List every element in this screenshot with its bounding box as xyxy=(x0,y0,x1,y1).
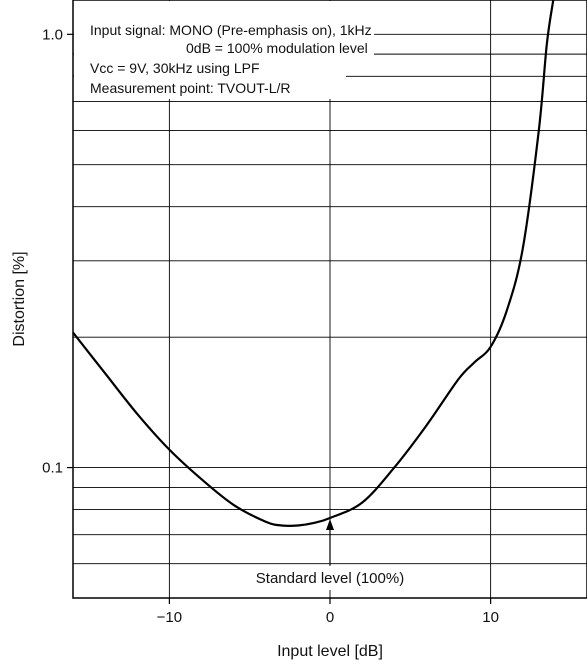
note-line-1: Input signal: MONO (Pre-emphasis on), 1k… xyxy=(90,22,372,38)
x-tick-label: −10 xyxy=(157,609,182,626)
distortion-curve xyxy=(73,0,555,528)
y-axis-title: Distortion [%] xyxy=(11,251,28,346)
annotation-background xyxy=(238,566,422,590)
notes-background xyxy=(74,1,374,99)
annotation-label: Standard level (100%) xyxy=(256,570,404,587)
note-line-2: 0dB = 100% modulation level xyxy=(186,40,368,56)
y-tick-label: 0.1 xyxy=(42,460,63,477)
x-axis-title: Input level [dB] xyxy=(277,643,383,660)
curve-layer xyxy=(73,0,555,528)
notes-bg-mid xyxy=(74,57,346,77)
notes-bg-top xyxy=(74,1,374,57)
note-line-3: Vcc = 9V, 30kHz using LPF xyxy=(90,60,260,76)
x-axis-ticks: −10 0 10 xyxy=(157,598,499,626)
standard-level-annotation: Standard level (100%) xyxy=(238,518,422,590)
note-line-4: Measurement point: TVOUT-L/R xyxy=(90,80,290,96)
x-tick-label: 10 xyxy=(482,609,499,626)
y-axis-ticks: 0.1 1.0 xyxy=(42,26,73,477)
annotation-arrow-head xyxy=(326,518,334,530)
notes-block: Input signal: MONO (Pre-emphasis on), 1k… xyxy=(90,22,372,96)
x-tick-label: 0 xyxy=(326,609,334,626)
y-tick-label: 1.0 xyxy=(42,26,63,43)
notes-bg-bottom xyxy=(74,77,368,99)
